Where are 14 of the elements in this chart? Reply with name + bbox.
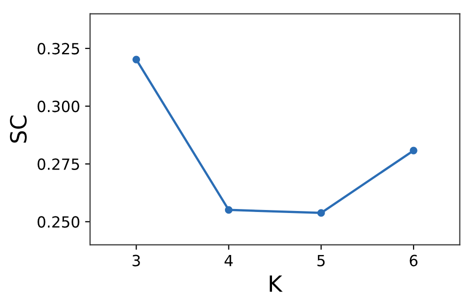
point: [317, 209, 325, 217]
point: [132, 56, 140, 64]
y-tick-label: 0.325: [38, 42, 80, 54]
point: [410, 146, 418, 154]
x-tick-label: 5: [317, 254, 325, 266]
x-tick-label: 3: [132, 254, 140, 266]
y-tick-label: 0.250: [38, 216, 80, 228]
point: [224, 206, 233, 214]
y-tick-label: 0.300: [38, 100, 80, 112]
x-tick-label: 6: [410, 254, 418, 266]
y-axis-title: SC: [10, 116, 27, 143]
x-axis-title: K: [270, 276, 283, 292]
y-tick-label: 0.275: [38, 158, 80, 170]
x-tick-label: 4: [224, 254, 233, 266]
